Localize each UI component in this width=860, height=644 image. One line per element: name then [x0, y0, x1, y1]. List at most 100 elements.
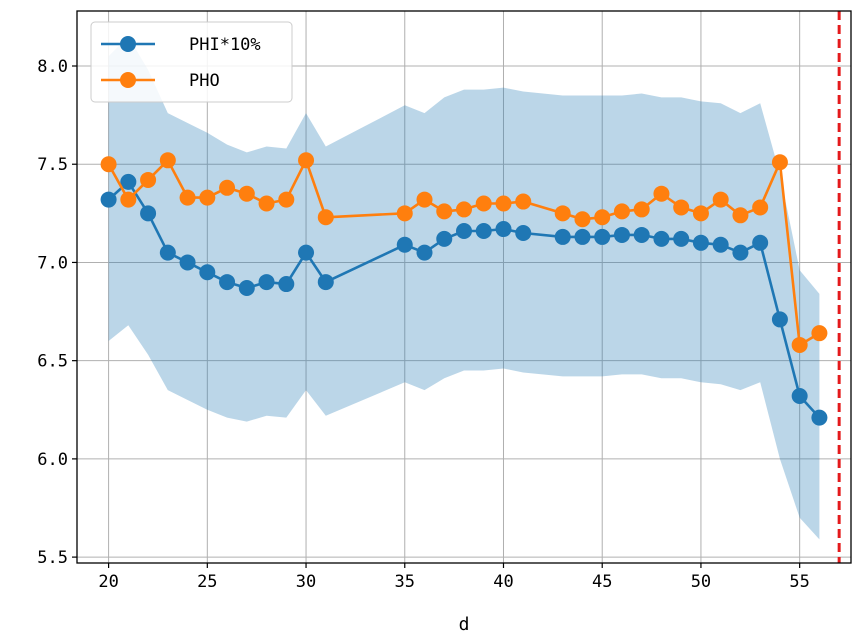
data-point [396, 236, 413, 253]
x-tick-label: 55 [789, 572, 809, 592]
data-point [811, 325, 828, 342]
data-point [140, 205, 157, 222]
data-point [179, 189, 196, 206]
data-point [771, 311, 788, 328]
data-point [120, 173, 137, 190]
data-point [554, 228, 571, 245]
data-point [475, 223, 492, 240]
x-tick-label: 35 [395, 572, 415, 592]
data-point [140, 171, 157, 188]
grid-lines [77, 11, 851, 563]
data-point [791, 336, 808, 353]
data-point [317, 209, 334, 226]
data-point [238, 279, 255, 296]
data-point [673, 230, 690, 247]
y-tick-label: 8.0 [37, 57, 68, 77]
y-tick-label: 7.0 [37, 253, 68, 273]
data-point [317, 274, 334, 291]
data-point [416, 191, 433, 208]
data-point [456, 223, 472, 240]
data-point [771, 154, 788, 171]
legend-label: PHO [189, 71, 220, 91]
data-point [199, 264, 216, 281]
x-tick-label: 25 [197, 572, 217, 592]
data-point [100, 156, 117, 173]
legend: PHI*10% PHO [90, 21, 293, 103]
data-point [298, 152, 315, 169]
data-point [179, 254, 196, 271]
x-tick-label: 30 [296, 572, 316, 592]
legend-item: PHO [101, 71, 220, 91]
data-point [752, 234, 769, 251]
data-point [673, 199, 690, 216]
data-point [692, 205, 709, 222]
confidence-band [108, 36, 820, 540]
data-point [298, 244, 315, 261]
legend-frame [90, 21, 293, 103]
data-point [436, 203, 453, 220]
x-tick-label: 40 [493, 572, 513, 592]
data-point [495, 195, 512, 212]
data-point [653, 230, 670, 247]
x-tick-label: 50 [691, 572, 711, 592]
data-point [159, 152, 176, 169]
x-tick-label: 20 [98, 572, 118, 592]
data-point [732, 244, 749, 261]
band-area [108, 36, 820, 540]
y-axis-ticks: 5.5 6.0 6.5 7.0 7.5 8.0 [37, 57, 77, 568]
data-point [633, 226, 650, 243]
data-point [120, 191, 137, 208]
data-point [712, 191, 729, 208]
data-point [712, 236, 729, 253]
data-point [199, 189, 216, 206]
data-point [613, 226, 630, 243]
y-tick-label: 6.0 [37, 450, 68, 470]
data-point [100, 191, 117, 208]
data-point [574, 228, 591, 245]
data-point [594, 228, 611, 245]
data-point [258, 195, 275, 212]
data-point [574, 211, 591, 228]
series-1 [100, 152, 828, 353]
data-point [436, 230, 453, 247]
data-point [278, 191, 295, 208]
data-point [258, 274, 275, 291]
data-point [653, 185, 670, 202]
data-point [692, 234, 709, 251]
data-point [515, 224, 532, 241]
data-point [752, 199, 769, 216]
data-point [594, 209, 611, 226]
legend-item: PHI*10% [101, 35, 261, 55]
data-point [238, 185, 255, 202]
data-point [495, 221, 512, 238]
y-tick-label: 7.5 [37, 155, 68, 175]
data-point [278, 276, 295, 293]
series-0 [100, 173, 828, 426]
legend-swatch-marker [120, 36, 136, 52]
data-point [633, 201, 650, 218]
data-point [416, 244, 433, 261]
data-point [613, 203, 630, 220]
legend-label: PHI*10% [189, 35, 261, 55]
x-axis-ticks: 20 25 30 35 40 45 50 55 [98, 563, 810, 592]
y-tick-label: 5.5 [37, 548, 68, 568]
data-point [456, 201, 472, 218]
data-point [219, 179, 236, 196]
x-axis-label: d [459, 614, 470, 635]
y-tick-label: 6.5 [37, 352, 68, 372]
data-point [791, 388, 808, 405]
series-lines [100, 152, 828, 426]
data-point [219, 274, 236, 291]
legend-swatch-marker [120, 72, 136, 88]
data-point [811, 409, 828, 426]
data-point [475, 195, 492, 212]
data-point [159, 244, 176, 261]
data-point [732, 207, 749, 224]
data-point [554, 205, 571, 222]
plot-frame [76, 10, 852, 564]
data-point [396, 205, 413, 222]
x-tick-label: 45 [592, 572, 612, 592]
data-point [515, 193, 532, 210]
